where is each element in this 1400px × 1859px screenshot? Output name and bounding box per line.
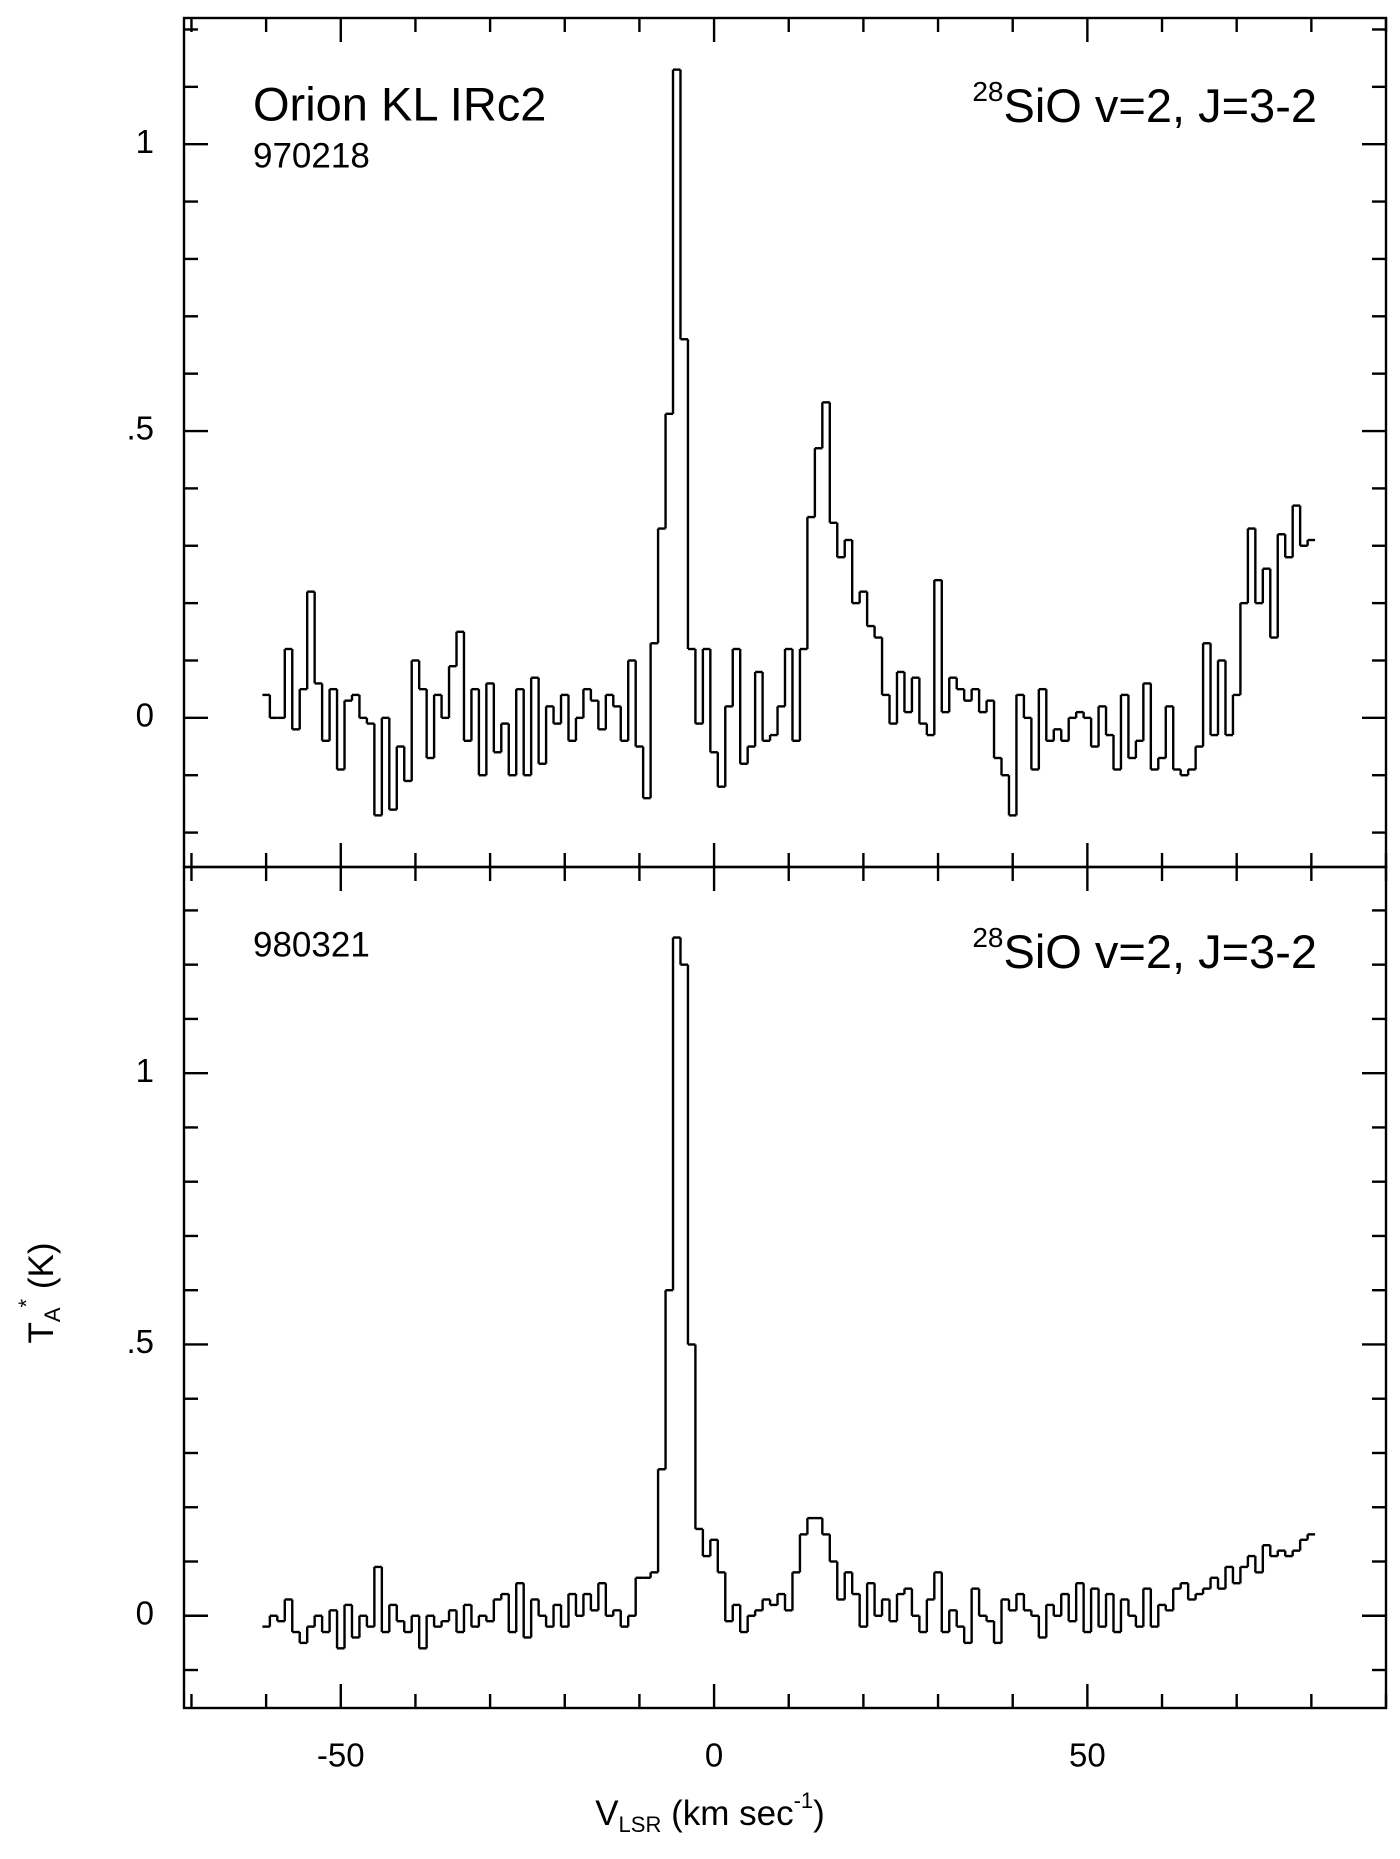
panel-date: 970218 [253,136,370,175]
line-sup: 28 [972,922,1003,953]
y-tick-label: 0 [136,1594,154,1631]
y-tick-label: .5 [126,1323,154,1360]
x-tick-label: 0 [705,1737,723,1774]
line-sup: 28 [972,76,1003,107]
y-tick-label: 0 [136,697,154,734]
y-tick-label: 1 [136,123,154,160]
line-name: SiO v=2, J=3-2 [1004,79,1318,132]
x-axis-label: VLSR (km sec-1) [595,1788,825,1837]
x-tick-label: 50 [1069,1737,1106,1774]
y-label-sup: * [14,1298,39,1307]
plot-frame [182,865,1388,1710]
panel-date: 980321 [253,925,370,964]
x-label-part: (km sec [661,1794,793,1833]
line-name: SiO v=2, J=3-2 [1004,925,1318,978]
panel-title: Orion KL IRc2 [253,77,546,130]
x-label-sup: -1 [794,1788,814,1813]
y-label-sub: A [40,1307,65,1322]
y-label-part: (K) [22,1242,61,1298]
spectrum-riser [268,937,1309,1649]
spectrum-riser [268,69,1309,816]
line-label: 28SiO v=2, J=3-2 [972,922,1317,978]
y-axis-label: TA* (K) [14,1242,65,1343]
y-tick-label: .5 [126,410,154,447]
y-label-part: T [22,1322,61,1343]
x-label-part: V [595,1794,619,1833]
x-label-sub: LSR [619,1812,662,1837]
x-label-part: ) [813,1794,825,1833]
x-tick-label: -50 [317,1737,365,1774]
y-tick-label: 1 [136,1052,154,1089]
line-label: 28SiO v=2, J=3-2 [972,76,1317,132]
